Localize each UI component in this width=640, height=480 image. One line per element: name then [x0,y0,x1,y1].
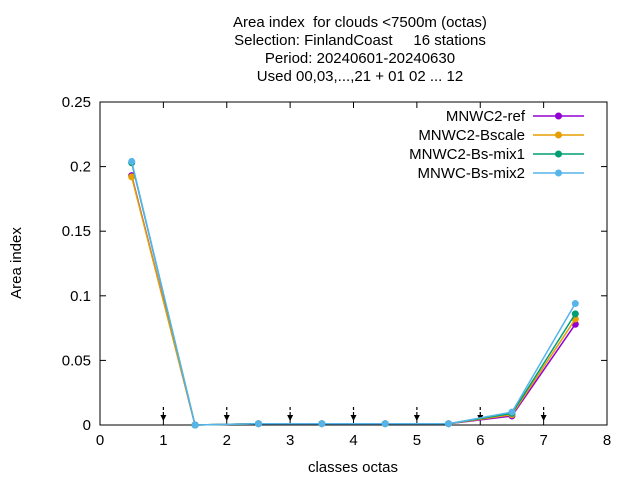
title-line-3: Period: 20240601-20240630 [264,50,456,67]
title-line-1: Area index for clouds <7500m (octas) [233,14,487,31]
title-line-2: Selection: FinlandCoast 16 stations [234,32,486,49]
y-tick-label: 0.2 [70,159,91,176]
series-point [381,420,389,428]
legend-label: MNWC2-ref [446,108,526,125]
x-tick-label: 1 [159,432,167,449]
boundary-arrow-head [160,415,167,421]
x-tick-label: 3 [286,432,294,449]
legend-swatch-point [555,131,562,139]
boundary-arrow-head [287,415,294,421]
series-point [191,421,199,429]
y-tick-label: 0 [83,417,91,434]
series-line-3 [130,161,576,426]
title-line-4: Used 00,03,...,21 + 01 02 ... 12 [256,68,464,85]
boundary-arrow-head [223,415,230,421]
x-tick-label: 0 [96,432,104,449]
series-point [571,300,579,308]
boundary-arrow-head [350,415,357,421]
legend-swatch-point [555,112,562,120]
x-axis-label: classes octas [308,459,398,476]
series-point [508,408,516,416]
series-line-0 [130,175,576,426]
y-tick-label: 0.1 [70,288,91,305]
y-tick-label: 0.25 [62,94,91,111]
series-point [445,420,453,428]
boundary-arrow-head [413,415,420,421]
x-tick-label: 8 [603,432,611,449]
x-tick-label: 7 [539,432,547,449]
legend-label: MNWC2-Bscale [418,127,525,144]
series-line-2 [130,162,576,426]
x-tick-label: 5 [413,432,421,449]
series-point [318,420,326,428]
series-point [571,310,579,318]
legend-label: MNWC2-Bs-mix1 [409,146,525,163]
boundary-arrow-head [540,415,547,421]
series-line-1 [130,176,576,426]
series-point [254,420,262,428]
chart-title: Area index for clouds <7500m (octas) Sel… [0,14,640,86]
x-tick-label: 6 [476,432,484,449]
x-tick-label: 2 [223,432,231,449]
legend-label: MNWC-Bs-mix2 [418,165,525,182]
legend-swatch-point [555,169,562,177]
y-tick-label: 0.15 [62,223,91,240]
plot-frame [99,101,608,426]
legend-swatch-point [555,150,562,158]
y-axis-label: Area index [8,227,25,299]
series-point [128,173,136,181]
series-point [128,157,136,165]
x-tick-label: 4 [349,432,357,449]
y-tick-label: 0.05 [62,352,91,369]
